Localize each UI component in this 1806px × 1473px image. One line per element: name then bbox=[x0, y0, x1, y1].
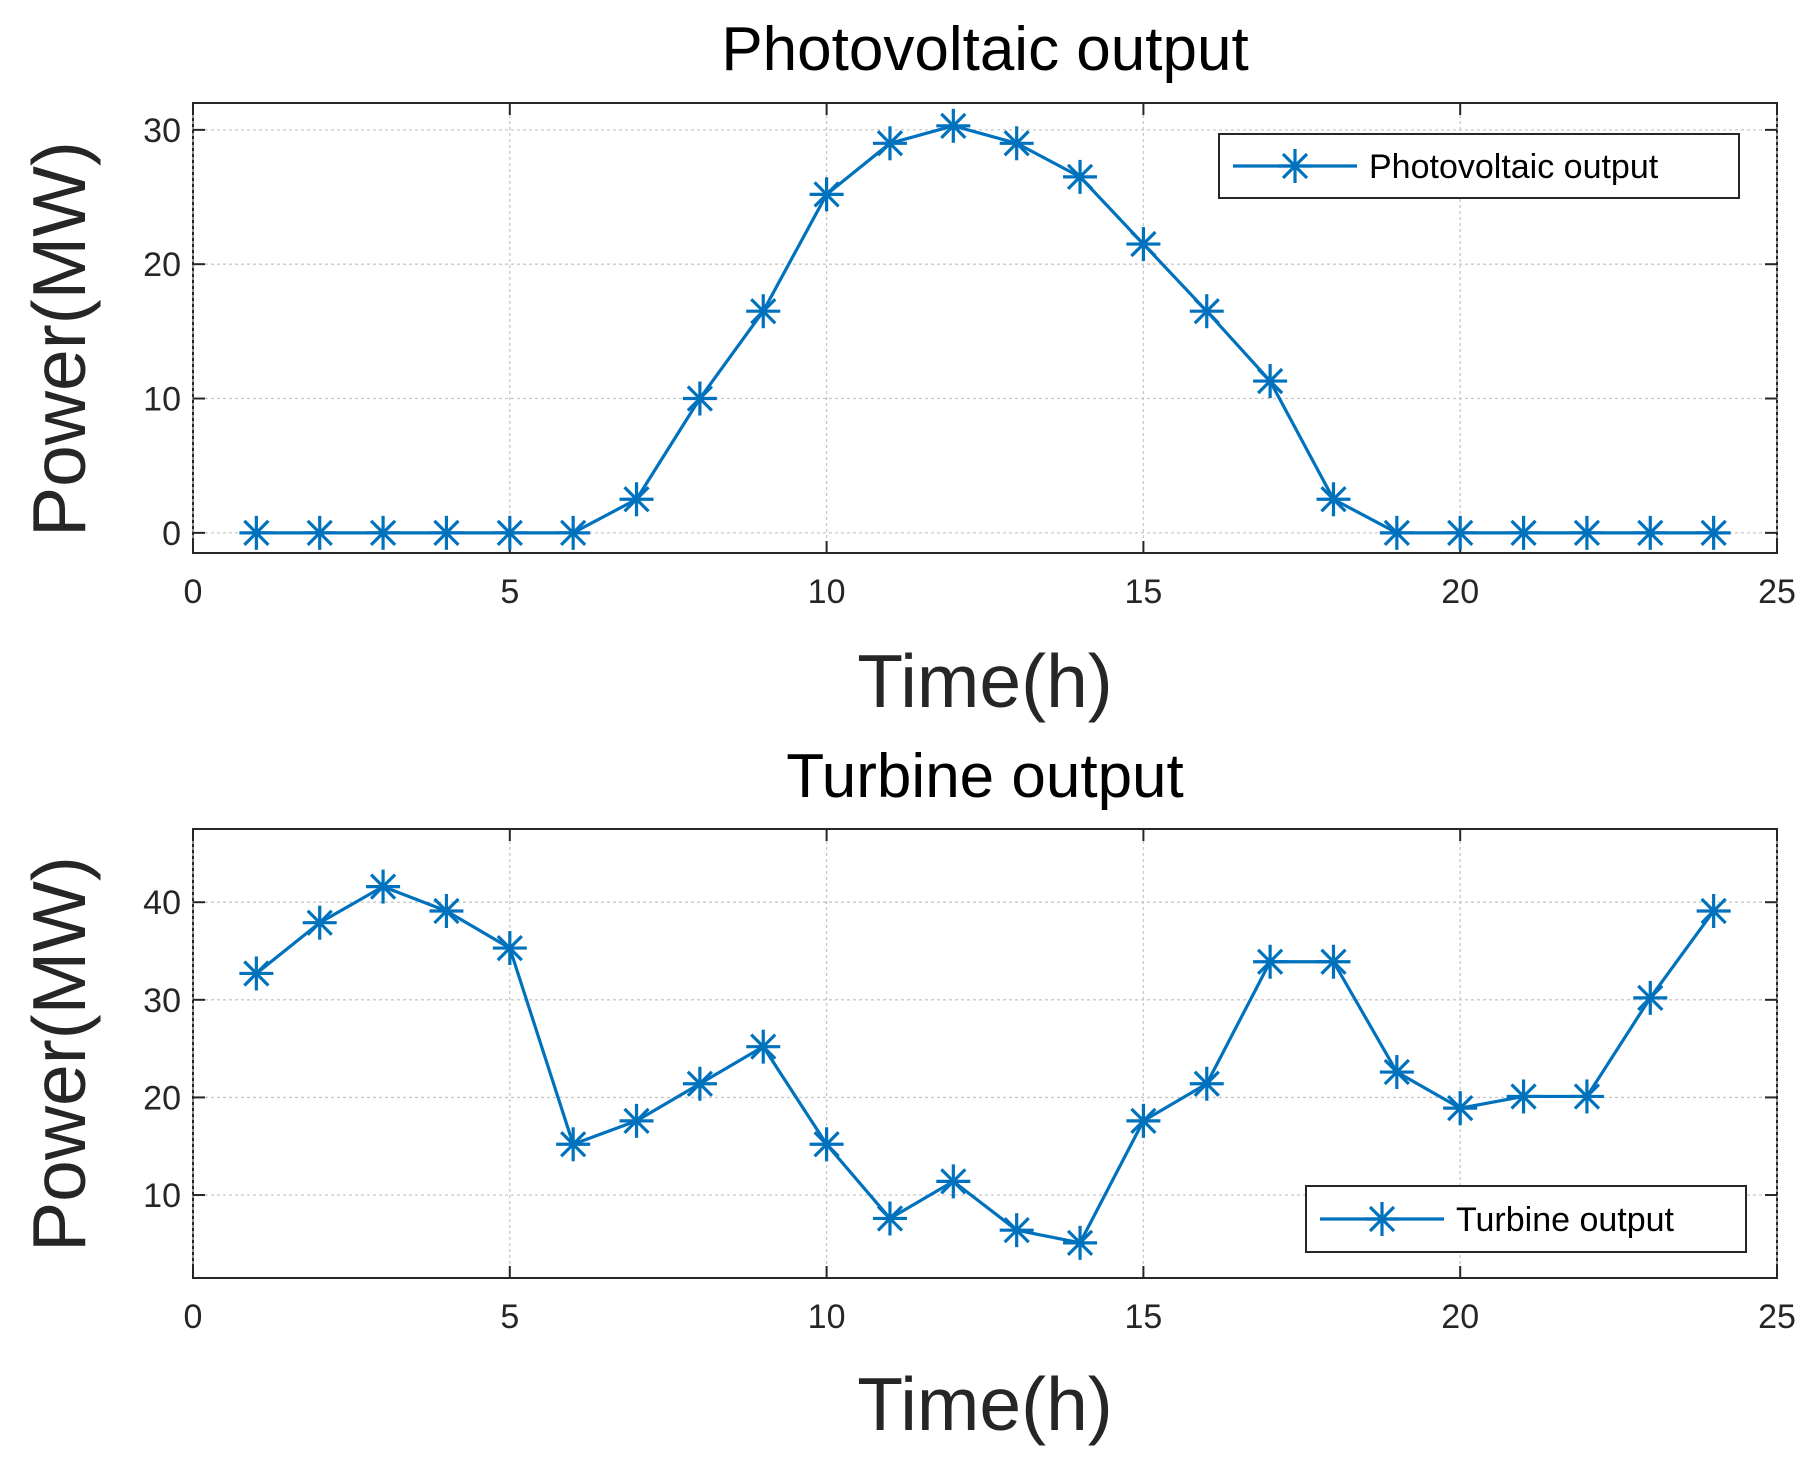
x-tick-label: 10 bbox=[808, 1298, 846, 1336]
data-point bbox=[999, 126, 1034, 161]
x-tick-label: 25 bbox=[1758, 573, 1796, 611]
chart-title: Turbine output bbox=[786, 742, 1184, 811]
data-point bbox=[872, 126, 907, 161]
data-point bbox=[1063, 159, 1098, 194]
data-point bbox=[1569, 1079, 1604, 1114]
data-point bbox=[1696, 893, 1731, 928]
data-point bbox=[809, 1127, 844, 1162]
data-point bbox=[1189, 1066, 1224, 1101]
data-point bbox=[1506, 1079, 1541, 1114]
data-point bbox=[1253, 944, 1288, 979]
x-tick-label: 20 bbox=[1441, 1298, 1479, 1336]
data-point bbox=[302, 515, 337, 550]
legend: Turbine output bbox=[1305, 1185, 1747, 1253]
turbine-subplot: Turbine output Power(MW) Time(h) 0 5 10 15 2… bbox=[17, 742, 1796, 1446]
series-line bbox=[255, 884, 1715, 1245]
data-point bbox=[366, 869, 401, 904]
legend-label: Turbine output bbox=[1456, 1201, 1675, 1239]
data-point bbox=[746, 294, 781, 329]
data-point bbox=[746, 1029, 781, 1064]
data-point bbox=[556, 1127, 591, 1162]
x-tick-label: 10 bbox=[808, 573, 846, 611]
y-tick-label: 40 bbox=[143, 884, 181, 922]
x-tick-label: 15 bbox=[1124, 573, 1162, 611]
data-point bbox=[809, 177, 844, 212]
data-point bbox=[682, 1066, 717, 1101]
data-point bbox=[1633, 515, 1668, 550]
photovoltaic-subplot: Photovoltaic output Power(MW) Time(h) 0 5… bbox=[17, 15, 1796, 723]
data-point bbox=[429, 515, 464, 550]
y-tick-label: 30 bbox=[143, 982, 181, 1020]
data-point bbox=[1316, 482, 1351, 517]
data-point bbox=[1696, 515, 1731, 550]
data-point bbox=[1126, 1103, 1161, 1138]
data-point bbox=[556, 515, 591, 550]
x-tick-label: 5 bbox=[500, 1298, 519, 1336]
data-point bbox=[1569, 515, 1604, 550]
data-point bbox=[1443, 515, 1478, 550]
data-point bbox=[872, 1201, 907, 1236]
data-point bbox=[1379, 515, 1414, 550]
data-point bbox=[239, 956, 274, 991]
x-axis-label: Time(h) bbox=[857, 639, 1113, 723]
y-tick-label: 0 bbox=[162, 515, 181, 553]
x-tick-label: 5 bbox=[500, 573, 519, 611]
data-point bbox=[1189, 294, 1224, 329]
data-point bbox=[619, 482, 654, 517]
legend-marker bbox=[1278, 149, 1312, 183]
data-point bbox=[1253, 364, 1288, 399]
data-point bbox=[999, 1213, 1034, 1248]
x-tick-label: 15 bbox=[1124, 1298, 1162, 1336]
data-point bbox=[1443, 1091, 1478, 1126]
photovoltaic-plot-area: 0 5 10 15 20 25 0 10 20 30 Photovoltaic output bbox=[143, 102, 1796, 611]
x-tick-label: 20 bbox=[1441, 573, 1479, 611]
data-point bbox=[936, 108, 971, 143]
data-point bbox=[366, 515, 401, 550]
legend-marker bbox=[1365, 1202, 1399, 1236]
y-axis-label: Power(MW) bbox=[17, 856, 101, 1252]
x-tick-label: 0 bbox=[184, 1298, 203, 1336]
data-point bbox=[302, 905, 337, 940]
y-tick-label: 10 bbox=[143, 1177, 181, 1215]
legend-label: Photovoltaic output bbox=[1369, 148, 1659, 186]
legend: Photovoltaic output bbox=[1218, 133, 1740, 199]
data-point bbox=[1126, 227, 1161, 262]
x-tick-label: 0 bbox=[184, 573, 203, 611]
x-axis-label: Time(h) bbox=[857, 1362, 1113, 1446]
turbine-plot-area: 0 5 10 15 20 25 10 20 30 40 Turbine output bbox=[143, 828, 1796, 1336]
data-point bbox=[1506, 515, 1541, 550]
data-point bbox=[1379, 1055, 1414, 1090]
data-point bbox=[1316, 944, 1351, 979]
data-point bbox=[492, 931, 527, 966]
data-point bbox=[492, 515, 527, 550]
data-point bbox=[429, 893, 464, 928]
data-point bbox=[1633, 980, 1668, 1015]
x-tick-label: 25 bbox=[1758, 1298, 1796, 1336]
y-tick-label: 20 bbox=[143, 1079, 181, 1117]
data-point bbox=[619, 1103, 654, 1138]
chart-title: Photovoltaic output bbox=[721, 15, 1248, 84]
y-tick-label: 20 bbox=[143, 246, 181, 284]
data-point bbox=[682, 381, 717, 416]
y-axis-label: Power(MW) bbox=[17, 141, 101, 537]
data-point bbox=[936, 1164, 971, 1199]
data-point bbox=[1063, 1225, 1098, 1260]
y-tick-label: 30 bbox=[143, 112, 181, 150]
data-point bbox=[239, 515, 274, 550]
y-tick-label: 10 bbox=[143, 381, 181, 419]
